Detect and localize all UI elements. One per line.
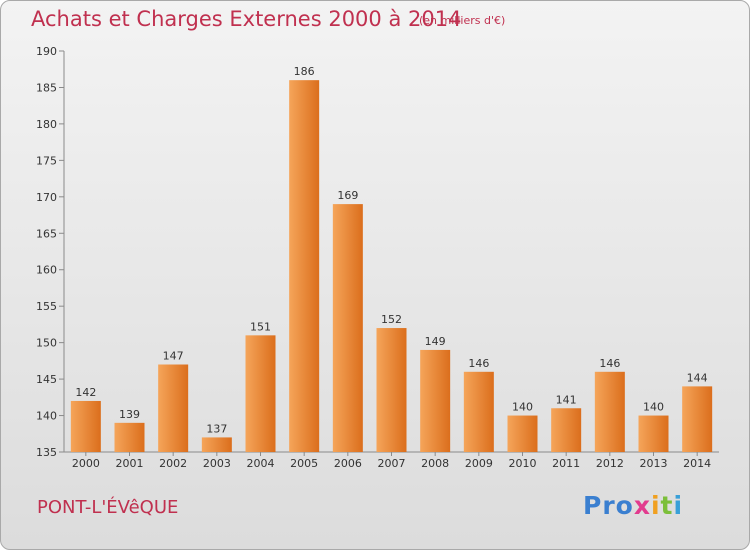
y-tick-label: 155 bbox=[36, 300, 57, 313]
place-name: PONT-L'ÉVêQUE bbox=[37, 497, 179, 518]
bar bbox=[463, 371, 494, 452]
x-tick-label: 2012 bbox=[596, 457, 624, 470]
bar-value-label: 142 bbox=[75, 386, 96, 399]
logo-part-3: i bbox=[650, 491, 661, 520]
y-tick-label: 175 bbox=[36, 154, 57, 167]
bar bbox=[201, 437, 232, 452]
x-tick-label: 2010 bbox=[509, 457, 537, 470]
chart-title: Achats et Charges Externes 2000 à 2014 bbox=[31, 7, 462, 31]
bar-value-label: 151 bbox=[250, 320, 271, 333]
x-tick-label: 2009 bbox=[465, 457, 493, 470]
bar bbox=[114, 422, 145, 452]
x-tick-label: 2001 bbox=[116, 457, 144, 470]
bar-value-label: 149 bbox=[425, 335, 446, 348]
bar bbox=[551, 408, 582, 452]
y-tick-label: 165 bbox=[36, 227, 57, 240]
y-tick-label: 140 bbox=[36, 410, 57, 423]
y-tick-label: 160 bbox=[36, 264, 57, 277]
logo-part-4: t bbox=[660, 491, 674, 520]
chart-subtitle: (en milliers d'€) bbox=[419, 14, 506, 27]
y-tick-label: 135 bbox=[36, 446, 57, 459]
bar bbox=[507, 415, 538, 452]
bar bbox=[376, 328, 407, 452]
bar-value-label: 141 bbox=[556, 393, 577, 406]
bar bbox=[332, 204, 363, 452]
bar-value-label: 140 bbox=[512, 401, 533, 414]
x-tick-label: 2008 bbox=[421, 457, 449, 470]
x-tick-label: 2006 bbox=[334, 457, 362, 470]
bar-value-label: 186 bbox=[294, 65, 315, 78]
bar-value-label: 147 bbox=[163, 350, 184, 363]
y-tick-label: 150 bbox=[36, 337, 57, 350]
y-tick-label: 185 bbox=[36, 81, 57, 94]
bar bbox=[158, 364, 189, 452]
x-tick-label: 2003 bbox=[203, 457, 231, 470]
y-tick-label: 145 bbox=[36, 373, 57, 386]
bar bbox=[594, 371, 625, 452]
proxiti-logo[interactable]: Proxiti bbox=[583, 491, 683, 520]
bar bbox=[245, 335, 276, 452]
bar-value-label: 140 bbox=[643, 401, 664, 414]
y-tick-label: 190 bbox=[36, 45, 57, 58]
bar-value-label: 152 bbox=[381, 313, 402, 326]
x-tick-label: 2011 bbox=[552, 457, 580, 470]
bar bbox=[420, 349, 451, 452]
x-tick-label: 2007 bbox=[378, 457, 406, 470]
x-tick-label: 2002 bbox=[159, 457, 187, 470]
bar-value-label: 144 bbox=[687, 371, 708, 384]
bar-value-label: 169 bbox=[337, 189, 358, 202]
x-tick-label: 2005 bbox=[290, 457, 318, 470]
x-tick-label: 2004 bbox=[247, 457, 275, 470]
bar-value-label: 146 bbox=[599, 357, 620, 370]
y-tick-label: 180 bbox=[36, 118, 57, 131]
bar-value-label: 139 bbox=[119, 408, 140, 421]
bar bbox=[638, 415, 669, 452]
bar-value-label: 146 bbox=[468, 357, 489, 370]
bar-value-label: 137 bbox=[206, 422, 227, 435]
logo-part-5: i bbox=[673, 491, 684, 520]
bar bbox=[682, 386, 713, 452]
bar bbox=[70, 400, 101, 452]
x-tick-label: 2000 bbox=[72, 457, 100, 470]
bar bbox=[289, 80, 320, 452]
x-tick-label: 2013 bbox=[640, 457, 668, 470]
logo-part-1: Pro bbox=[583, 491, 634, 520]
logo-part-2: x bbox=[633, 491, 651, 520]
x-tick-label: 2014 bbox=[683, 457, 711, 470]
y-tick-label: 170 bbox=[36, 191, 57, 204]
